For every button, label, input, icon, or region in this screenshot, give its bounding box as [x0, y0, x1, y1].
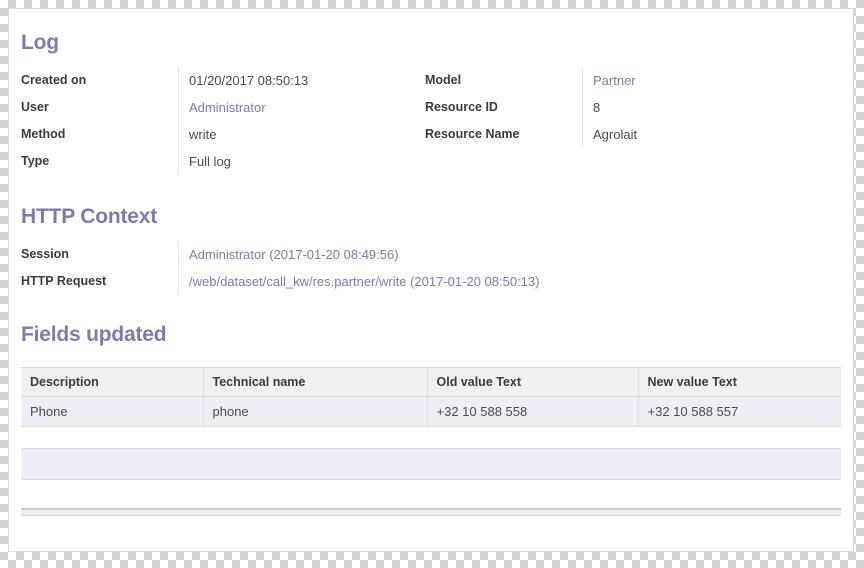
field-value-http-request[interactable]: /web/dataset/call_kw/res.partner/write (…	[178, 268, 841, 295]
field-label-method: Method	[21, 127, 66, 141]
field-label-resource-id: Resource ID	[425, 100, 498, 114]
field-label-empty	[425, 148, 582, 175]
empty-placeholder-band	[21, 448, 841, 480]
cell-new-value: +32 10 588 557	[638, 396, 841, 427]
field-label-resource-name: Resource Name	[425, 127, 520, 141]
spacer-after-fields-title	[21, 347, 841, 367]
table-header-row: Description Technical name Old value Tex…	[21, 367, 841, 397]
field-label-session: Session	[21, 247, 69, 261]
column-header-technical-name[interactable]: Technical name	[203, 367, 428, 397]
column-header-old-value[interactable]: Old value Text	[427, 367, 639, 397]
spacer-after-log	[21, 175, 841, 205]
field-value-model[interactable]: Partner	[582, 67, 841, 94]
cell-old-value: +32 10 588 558	[427, 396, 639, 427]
field-value-empty	[582, 148, 841, 175]
spacer-after-log-title	[21, 55, 841, 67]
field-label-http-request: HTTP Request	[21, 274, 107, 288]
fields-updated-table: Description Technical name Old value Tex…	[21, 367, 841, 427]
field-value-method: write	[178, 121, 425, 148]
fields-updated-table-body: Phone phone +32 10 588 558 +32 10 588 55…	[21, 396, 841, 427]
field-label-created-on: Created on	[21, 73, 87, 87]
spacer-after-table	[21, 427, 841, 448]
field-value-resource-id: 8	[582, 94, 841, 121]
spacer-after-http-title	[21, 229, 841, 241]
spacer-after-http-context	[21, 295, 841, 323]
fields-updated-section-title: Fields updated	[21, 323, 167, 346]
footer-divider-bar	[21, 508, 841, 516]
column-header-description[interactable]: Description	[21, 367, 204, 397]
field-value-user[interactable]: Administrator	[178, 94, 425, 121]
http-context-section-title: HTTP Context	[21, 205, 158, 228]
field-label-user: User	[21, 100, 49, 114]
column-header-new-value[interactable]: New value Text	[638, 367, 841, 397]
http-context-field-grid: Session Administrator (2017-01-20 08:49:…	[21, 241, 841, 295]
cell-technical-name: phone	[203, 396, 428, 427]
document-sheet: Log Created on 01/20/2017 08:50:13 Model…	[8, 8, 854, 552]
field-value-created-on: 01/20/2017 08:50:13	[178, 67, 425, 94]
log-field-grid: Created on 01/20/2017 08:50:13 Model Par…	[21, 67, 841, 175]
spacer-top	[21, 9, 841, 31]
field-label-type: Type	[21, 154, 50, 168]
spacer-after-empty-band	[21, 480, 841, 508]
field-value-session[interactable]: Administrator (2017-01-20 08:49:56)	[178, 241, 841, 268]
field-value-type: Full log	[178, 148, 425, 175]
cell-description: Phone	[21, 396, 204, 427]
field-value-resource-name: Agrolait	[582, 121, 841, 148]
fields-updated-table-head: Description Technical name Old value Tex…	[21, 367, 841, 397]
table-row[interactable]: Phone phone +32 10 588 558 +32 10 588 55…	[21, 396, 841, 427]
log-section-title: Log	[21, 31, 59, 54]
field-label-model: Model	[425, 73, 462, 87]
sheet-inner: Log Created on 01/20/2017 08:50:13 Model…	[9, 9, 853, 516]
